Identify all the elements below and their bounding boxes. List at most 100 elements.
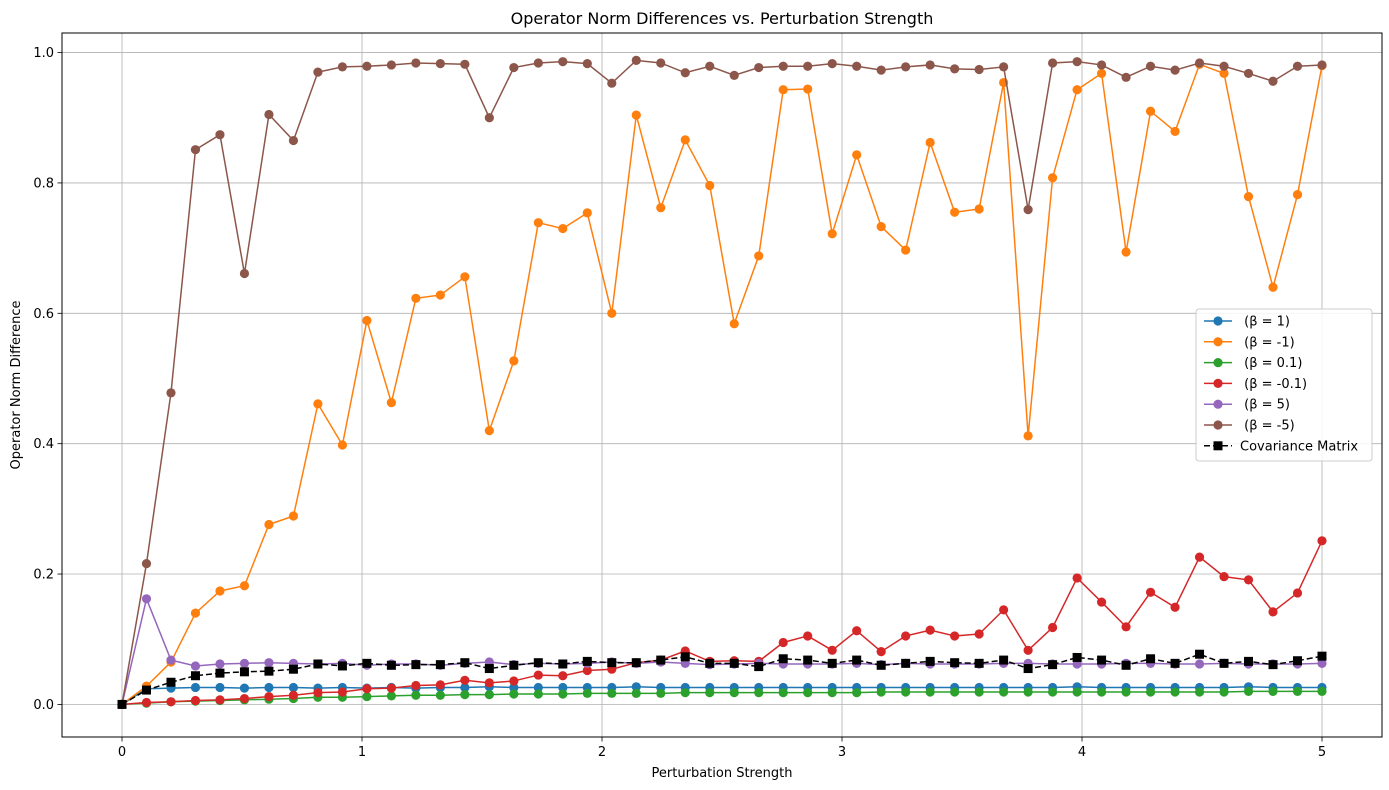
- legend-item: Covariance Matrix: [1204, 439, 1358, 454]
- data-point: [362, 684, 372, 694]
- data-point: [190, 145, 201, 155]
- data-point: [533, 682, 543, 693]
- legend-marker: [1213, 316, 1223, 326]
- data-point: [533, 58, 543, 68]
- x-tick-label: 5: [1318, 745, 1326, 760]
- data-point: [190, 608, 201, 618]
- data-point: [362, 315, 372, 326]
- data-point: [558, 671, 568, 681]
- data-point: [386, 398, 396, 408]
- data-point: [950, 687, 960, 697]
- legend-item: (β = -1): [1204, 335, 1295, 350]
- data-point: [852, 655, 862, 665]
- data-point: [778, 85, 788, 95]
- data-point: [852, 61, 862, 71]
- data-point: [1096, 687, 1107, 697]
- data-point: [337, 687, 348, 697]
- data-point: [509, 676, 519, 686]
- data-point: [558, 223, 568, 234]
- data-point: [1023, 205, 1033, 215]
- data-point: [999, 605, 1009, 615]
- data-point: [803, 61, 813, 71]
- data-point: [1292, 686, 1303, 696]
- data-point: [484, 426, 494, 436]
- data-point: [582, 656, 592, 666]
- data-point: [337, 440, 348, 450]
- data-point: [533, 670, 543, 680]
- data-point: [1072, 652, 1082, 662]
- data-point: [680, 688, 690, 698]
- data-point: [729, 688, 739, 698]
- data-point: [754, 688, 764, 698]
- data-point: [729, 319, 739, 329]
- data-point: [1121, 622, 1131, 632]
- x-axis-label: Perturbation Strength: [652, 766, 793, 781]
- data-point: [925, 687, 935, 697]
- data-point: [288, 690, 299, 700]
- data-point: [239, 581, 250, 591]
- x-tick-label: 0: [118, 745, 126, 760]
- series-line: [121, 63, 1323, 706]
- data-point: [484, 113, 494, 123]
- data-point: [288, 664, 298, 674]
- series-group: [117, 55, 1327, 710]
- data-point: [1048, 58, 1058, 68]
- legend-label: (β = 0.1): [1240, 356, 1302, 371]
- data-point: [901, 687, 911, 697]
- x-tick-label: 3: [838, 745, 846, 760]
- data-point: [803, 631, 813, 641]
- data-point: [827, 229, 837, 239]
- data-point: [558, 57, 568, 67]
- data-point: [974, 204, 984, 214]
- legend-marker: [1213, 358, 1223, 368]
- data-point: [1072, 573, 1082, 583]
- legend-label: (β = 1): [1240, 315, 1290, 330]
- data-point: [435, 680, 445, 690]
- data-point: [778, 61, 788, 71]
- plot-frame: [61, 32, 1383, 738]
- data-point: [190, 682, 201, 693]
- data-point: [705, 688, 715, 698]
- data-point: [1048, 687, 1058, 697]
- data-point: [852, 626, 862, 636]
- legend-item: (β = -5): [1204, 419, 1295, 434]
- data-point: [1072, 57, 1082, 67]
- data-point: [974, 658, 984, 668]
- data-point: [974, 629, 984, 639]
- data-point: [1096, 597, 1107, 607]
- data-point: [1121, 72, 1131, 82]
- data-point: [1096, 68, 1107, 79]
- series-5: [117, 55, 1327, 710]
- data-point: [876, 222, 886, 232]
- data-point: [239, 268, 250, 279]
- data-point: [386, 660, 396, 670]
- data-point: [631, 110, 641, 120]
- data-point: [313, 399, 323, 409]
- data-point: [533, 218, 543, 228]
- y-axis-label: Operator Norm Difference: [9, 301, 24, 470]
- data-point: [239, 667, 249, 677]
- data-point: [1121, 660, 1131, 670]
- data-point: [411, 660, 421, 670]
- data-point: [239, 683, 250, 693]
- data-point: [729, 70, 739, 80]
- data-point: [288, 511, 299, 521]
- data-point: [803, 655, 813, 665]
- data-point: [1096, 60, 1107, 70]
- data-point: [1292, 588, 1303, 598]
- data-point: [509, 62, 519, 73]
- data-point: [1219, 572, 1229, 582]
- data-point: [337, 62, 348, 72]
- data-point: [533, 689, 543, 699]
- legend-item: (β = 1): [1204, 315, 1290, 330]
- data-point: [1146, 654, 1156, 664]
- data-point: [435, 690, 445, 700]
- data-point: [974, 64, 984, 75]
- data-point: [950, 207, 960, 217]
- data-point: [190, 671, 200, 681]
- y-tick-label: 0.4: [33, 437, 54, 452]
- data-point: [313, 67, 323, 77]
- data-point: [607, 688, 617, 698]
- data-point: [607, 78, 617, 88]
- data-point: [264, 658, 274, 668]
